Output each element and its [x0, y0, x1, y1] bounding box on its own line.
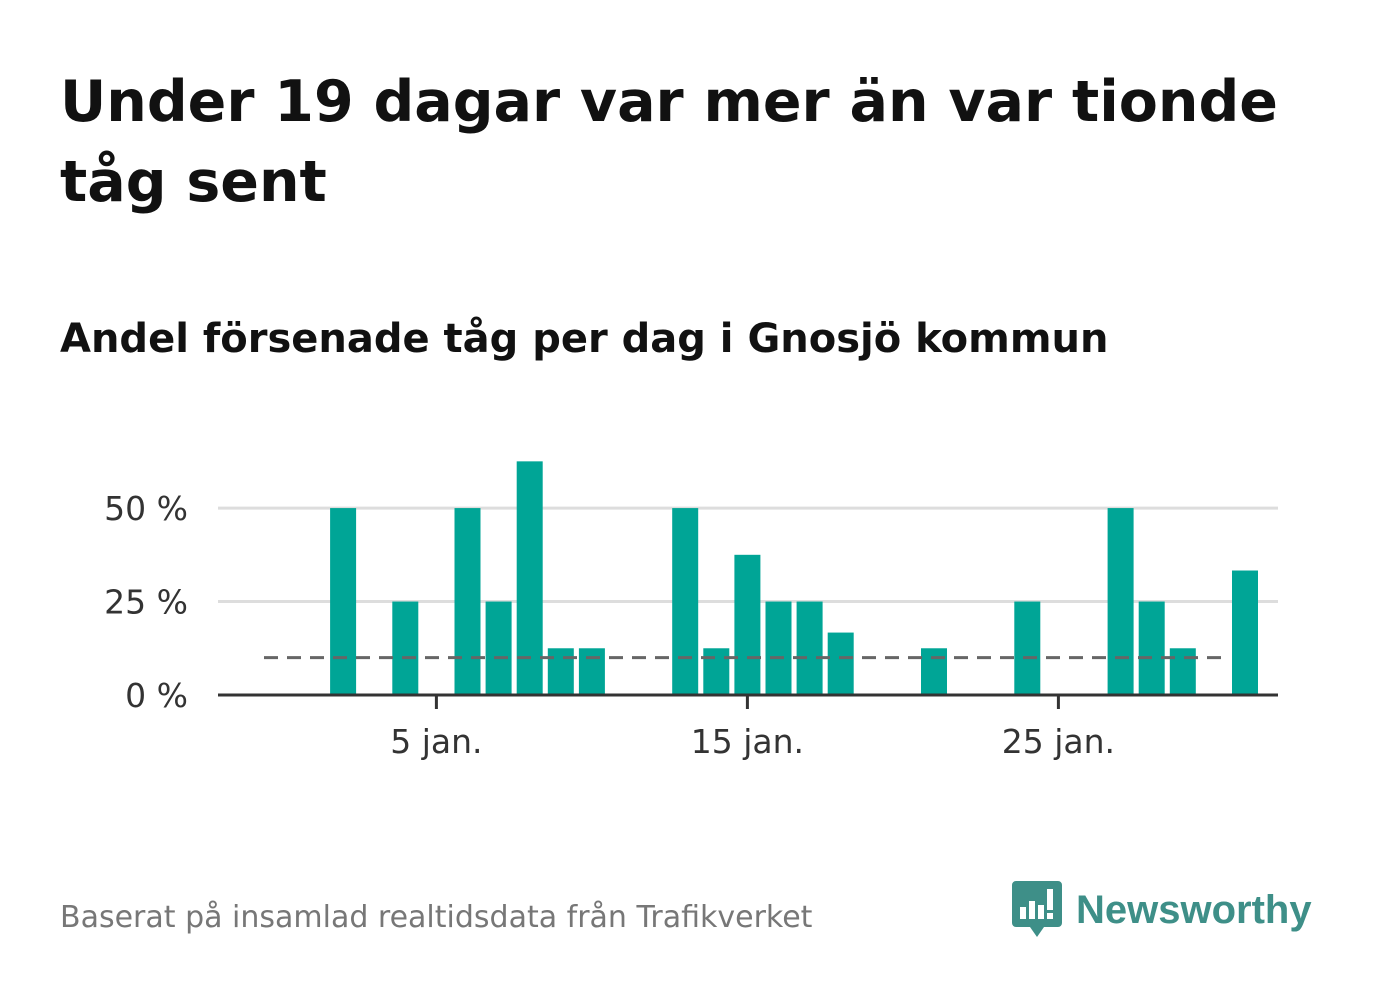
bar-layer [330, 461, 1258, 695]
bar [1138, 601, 1165, 695]
y-tick-label: 25 % [104, 583, 188, 622]
bar [454, 508, 481, 695]
bar [1232, 570, 1258, 695]
newsworthy-logo[interactable]: Newsworthy [1010, 878, 1312, 942]
axis-layer: 0 % 25 % 50 % 5 jan. 15 jan. 25 jan. [104, 489, 1278, 761]
bar [827, 632, 854, 695]
source-note: Baserat på insamlad realtidsdata från Tr… [60, 900, 813, 935]
bar [703, 648, 730, 695]
bar [796, 601, 823, 695]
x-tick-label: 15 jan. [691, 722, 804, 761]
x-tick-label: 5 jan. [390, 722, 482, 761]
logo-text: Newsworthy [1076, 887, 1312, 932]
bar [578, 648, 605, 695]
bar [1169, 648, 1196, 695]
bar [1107, 508, 1134, 695]
bar [921, 648, 947, 695]
y-tick-label: 0 % [125, 676, 188, 715]
bar [516, 461, 543, 695]
bar [734, 554, 761, 695]
bar [547, 648, 574, 695]
bar [765, 601, 792, 695]
bar-chart: 0 % 25 % 50 % 5 jan. 15 jan. 25 jan. [104, 461, 1278, 761]
bar [330, 508, 357, 695]
bar [672, 508, 699, 695]
chart-subtitle: Andel försenade tåg per dag i Gnosjö kom… [60, 316, 1109, 362]
y-tick-label: 50 % [104, 489, 188, 528]
x-tick-label: 25 jan. [1002, 722, 1115, 761]
bar [485, 601, 512, 695]
bar [1014, 601, 1041, 695]
bar [392, 601, 419, 695]
newsworthy-logo-icon [1012, 881, 1062, 937]
chart-title: Under 19 dagar var mer än var tionde tåg… [60, 69, 1278, 215]
